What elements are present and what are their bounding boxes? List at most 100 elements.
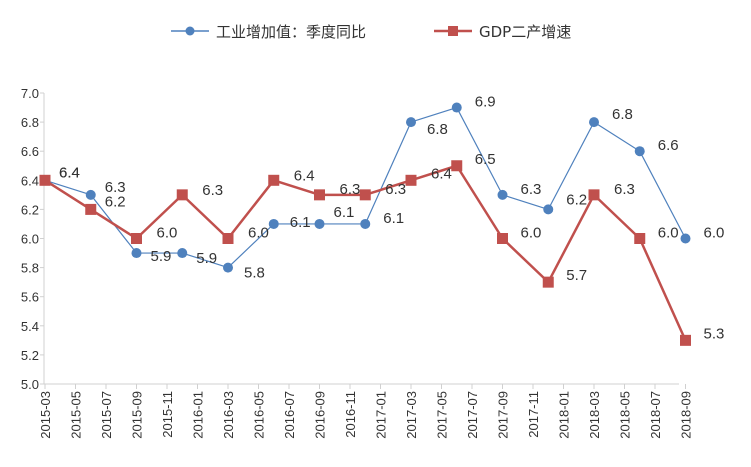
data-point — [405, 174, 417, 186]
data-label: 6.9 — [475, 94, 496, 111]
data-label: 6.0 — [248, 225, 269, 242]
x-tick-label: 2016-03 — [221, 391, 236, 439]
y-tick-label: 5.4 — [21, 319, 39, 334]
data-point — [314, 218, 325, 229]
data-label: 6.0 — [157, 225, 178, 242]
data-point — [131, 248, 142, 259]
x-tick-label: 2016-07 — [282, 391, 297, 439]
data-point — [680, 334, 691, 346]
data-label: 6.3 — [340, 181, 361, 198]
data-label: 6.0 — [704, 225, 725, 242]
y-tick-label: 6.6 — [21, 144, 39, 159]
legend-marker-gdp — [448, 26, 458, 36]
x-tick-label: 2015-09 — [130, 391, 145, 439]
legend-item-gdp: GDP二产增速 — [434, 23, 571, 41]
x-tick-label: 2015-05 — [69, 391, 84, 439]
x-tick-label: 2018-07 — [648, 391, 663, 439]
data-point — [634, 146, 645, 157]
data-point — [359, 189, 371, 201]
data-point — [223, 262, 233, 273]
data-point — [360, 218, 371, 229]
data-label: 6.5 — [475, 151, 496, 168]
data-point — [542, 276, 554, 288]
data-point — [589, 117, 599, 128]
data-label: 6.4 — [431, 165, 452, 182]
y-tick-label: 5.8 — [21, 261, 39, 276]
legend-item-industrial: 工业增加值：季度同比 — [171, 23, 366, 41]
data-label: 6.0 — [658, 225, 679, 242]
data-point — [543, 204, 554, 215]
x-tick-label: 2017-05 — [435, 391, 450, 439]
legend-label-industrial: 工业增加值：季度同比 — [216, 23, 366, 41]
data-point — [406, 117, 416, 128]
x-tick-label: 2016-11 — [343, 391, 358, 438]
legend-label-gdp: GDP二产增速 — [479, 23, 571, 41]
data-point — [268, 174, 280, 186]
data-point — [680, 233, 691, 244]
data-point — [451, 102, 462, 113]
data-label: 6.4 — [59, 164, 80, 181]
x-tick-label: 2017-11 — [526, 391, 541, 438]
data-label: 6.6 — [658, 137, 679, 154]
y-tick-label: 6.8 — [21, 115, 39, 130]
x-tick-label: 2015-11 — [160, 391, 175, 438]
x-tick-label: 2018-03 — [587, 391, 602, 439]
y-tick-label: 7.0 — [21, 86, 39, 101]
data-label: 5.7 — [566, 267, 587, 284]
x-tick-label: 2017-07 — [465, 391, 480, 439]
data-label: 6.3 — [385, 181, 406, 198]
data-point — [497, 233, 508, 244]
data-label: 6.4 — [294, 167, 315, 184]
data-label: 5.3 — [704, 325, 725, 342]
data-point — [177, 248, 188, 259]
x-tick-label: 2017-09 — [496, 391, 511, 439]
data-point — [497, 189, 508, 200]
x-tick-label: 2018-05 — [618, 391, 633, 439]
data-point — [314, 189, 325, 201]
data-label: 5.9 — [151, 248, 172, 265]
data-label: 6.8 — [427, 121, 448, 138]
y-tick-label: 5.2 — [21, 348, 39, 363]
data-label: 5.8 — [244, 265, 265, 282]
data-label: 6.0 — [521, 225, 542, 242]
data-label: 6.3 — [521, 181, 542, 198]
data-label: 5.9 — [196, 250, 217, 267]
data-label: 6.2 — [566, 191, 587, 208]
x-axis: 2015-03 2015-05 2015-07 2015-09 2015-11 2016-… — [38, 383, 694, 439]
data-point — [131, 233, 142, 244]
y-tick-label: 6.4 — [21, 173, 39, 188]
y-axis: 5.0 5.2 5.4 5.6 5.8 6.0 6.2 6.4 6.6 6.8 7.0 — [21, 86, 45, 392]
x-tick-label: 2017-03 — [404, 391, 419, 439]
y-tick-label: 5.0 — [21, 377, 39, 392]
plot-area: 6.4 6.3 5.9 5.9 5.8 6.1 6.1 6.1 6.8 6.9 6.3 6.2 6.8 6… — [39, 94, 725, 346]
x-tick-label: 2017-01 — [374, 391, 389, 439]
data-point — [85, 203, 97, 215]
data-point — [451, 160, 463, 172]
data-point — [39, 174, 51, 186]
data-label: 6.3 — [202, 182, 223, 199]
data-label: 6.3 — [614, 181, 635, 198]
data-label: 6.2 — [105, 193, 126, 210]
x-tick-label: 2016-09 — [313, 391, 328, 439]
x-tick-label: 2016-05 — [252, 391, 267, 439]
y-tick-label: 6.0 — [21, 232, 39, 247]
x-tick-label: 2015-03 — [38, 391, 53, 439]
data-point — [588, 189, 600, 201]
x-tick-label: 2018-01 — [557, 391, 572, 439]
series-gdp: 6.4 6.2 6.0 6.3 6.0 6.4 6.3 6.3 6.4 6.5 6.0 5.7 6.3 6… — [39, 151, 725, 346]
data-point — [634, 233, 646, 244]
data-point — [268, 218, 279, 229]
data-label: 6.1 — [290, 214, 311, 231]
data-point — [222, 233, 234, 244]
data-label: 6.8 — [612, 106, 633, 123]
data-label: 6.1 — [383, 210, 404, 227]
data-label: 6.4 — [59, 164, 80, 181]
data-point — [85, 189, 96, 200]
x-tick-label: 2016-01 — [191, 391, 206, 439]
data-point — [176, 189, 188, 201]
data-label: 6.1 — [334, 204, 355, 221]
y-tick-label: 5.6 — [21, 290, 39, 305]
x-tick-label: 2015-07 — [99, 391, 114, 439]
y-tick-label: 6.2 — [21, 202, 39, 217]
